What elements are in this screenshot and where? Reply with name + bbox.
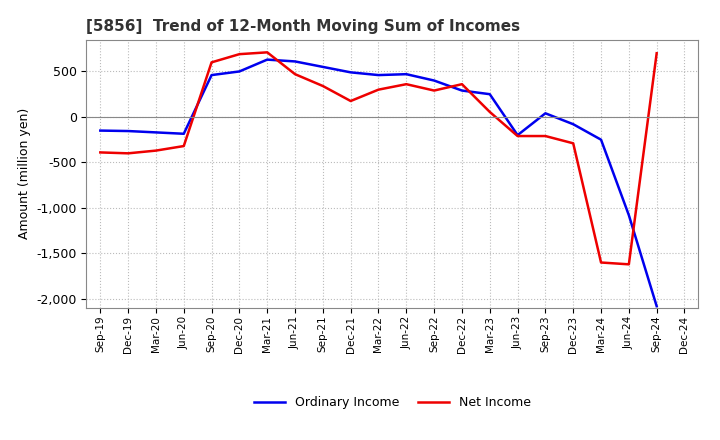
- Ordinary Income: [374, 73, 383, 78]
- Ordinary Income: [346, 70, 355, 75]
- Ordinary Income: [179, 131, 188, 136]
- Net Income: [235, 51, 243, 57]
- Ordinary Income: [235, 69, 243, 74]
- Net Income: [458, 81, 467, 87]
- Y-axis label: Amount (million yen): Amount (million yen): [18, 108, 31, 239]
- Net Income: [124, 150, 132, 156]
- Net Income: [263, 50, 271, 55]
- Text: [5856]  Trend of 12-Month Moving Sum of Incomes: [5856] Trend of 12-Month Moving Sum of I…: [86, 19, 521, 34]
- Legend: Ordinary Income, Net Income: Ordinary Income, Net Income: [248, 392, 536, 414]
- Ordinary Income: [263, 57, 271, 62]
- Net Income: [374, 87, 383, 92]
- Line: Ordinary Income: Ordinary Income: [100, 59, 657, 306]
- Ordinary Income: [597, 137, 606, 142]
- Ordinary Income: [124, 128, 132, 134]
- Net Income: [485, 109, 494, 114]
- Ordinary Income: [485, 92, 494, 97]
- Net Income: [346, 99, 355, 104]
- Net Income: [152, 148, 161, 153]
- Net Income: [513, 133, 522, 139]
- Line: Net Income: Net Income: [100, 52, 657, 264]
- Ordinary Income: [96, 128, 104, 133]
- Net Income: [179, 143, 188, 149]
- Net Income: [624, 262, 633, 267]
- Net Income: [402, 81, 410, 87]
- Ordinary Income: [318, 64, 327, 70]
- Ordinary Income: [430, 78, 438, 83]
- Net Income: [291, 72, 300, 77]
- Ordinary Income: [513, 132, 522, 138]
- Net Income: [207, 60, 216, 65]
- Net Income: [597, 260, 606, 265]
- Net Income: [318, 83, 327, 88]
- Ordinary Income: [569, 121, 577, 127]
- Ordinary Income: [624, 213, 633, 218]
- Ordinary Income: [291, 59, 300, 64]
- Net Income: [652, 51, 661, 56]
- Ordinary Income: [652, 304, 661, 309]
- Ordinary Income: [402, 72, 410, 77]
- Net Income: [430, 88, 438, 93]
- Net Income: [569, 141, 577, 146]
- Ordinary Income: [207, 73, 216, 78]
- Ordinary Income: [152, 130, 161, 135]
- Ordinary Income: [541, 110, 550, 116]
- Net Income: [541, 133, 550, 139]
- Ordinary Income: [458, 88, 467, 93]
- Net Income: [96, 150, 104, 155]
